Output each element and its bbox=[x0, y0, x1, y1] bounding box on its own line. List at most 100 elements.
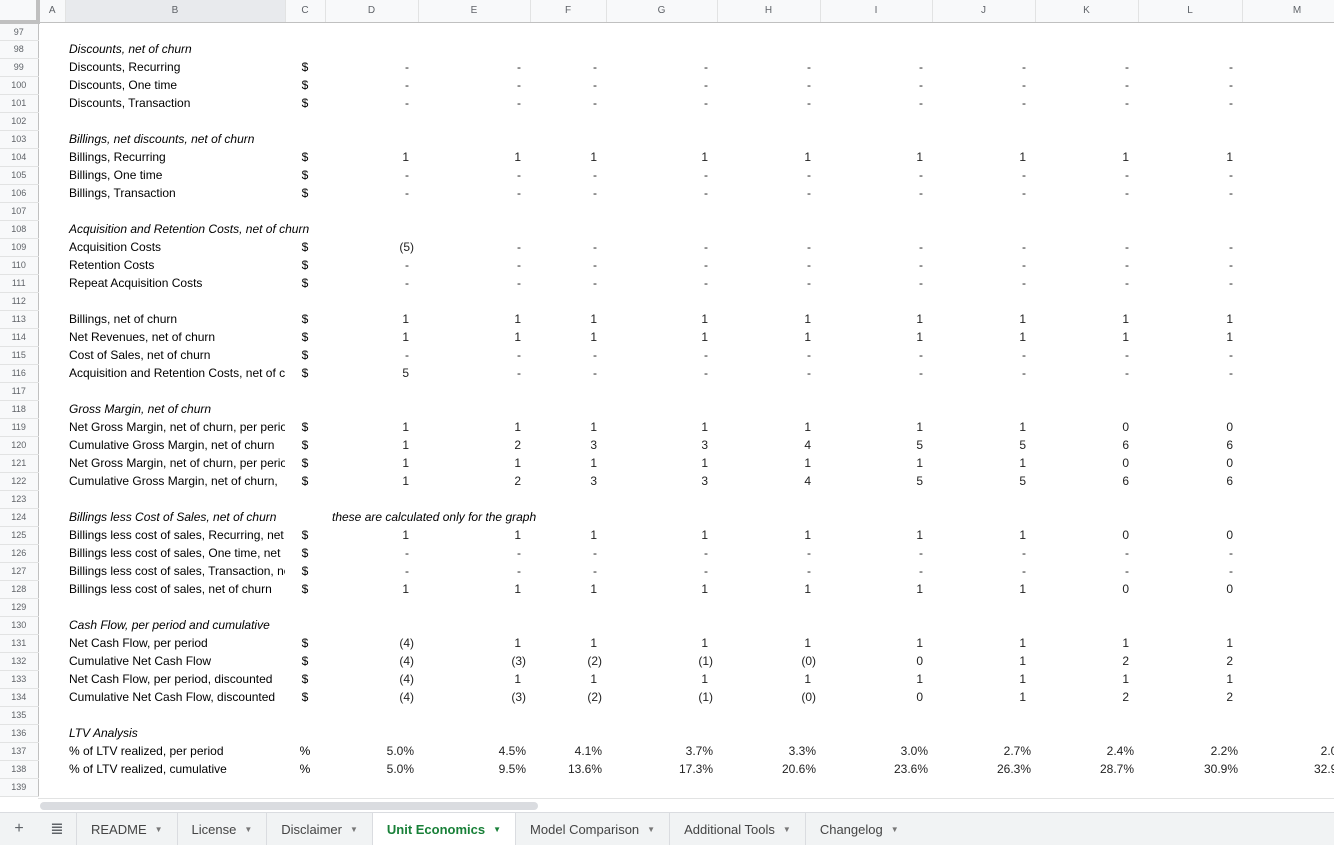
cell-a[interactable] bbox=[38, 418, 65, 436]
value-cell[interactable]: - bbox=[593, 240, 597, 254]
section-heading[interactable]: Cash Flow, per period and cumulative bbox=[69, 618, 270, 632]
value-cell[interactable] bbox=[325, 724, 418, 742]
cell-a[interactable] bbox=[38, 382, 65, 400]
value-cell[interactable]: 1 bbox=[916, 582, 923, 596]
value-cell[interactable]: 1 bbox=[1122, 330, 1129, 344]
select-all-corner[interactable] bbox=[0, 0, 40, 24]
value-cell[interactable]: 0 bbox=[1242, 418, 1334, 436]
value-cell[interactable]: 1 bbox=[916, 528, 923, 542]
cell-a[interactable] bbox=[38, 184, 65, 202]
value-cell[interactable]: - bbox=[517, 366, 521, 380]
row-label[interactable]: Net Revenues, net of churn bbox=[69, 330, 216, 344]
value-cell[interactable] bbox=[325, 706, 418, 724]
section-heading[interactable]: Billings, net discounts, net of churn bbox=[69, 132, 255, 146]
row-number[interactable]: 123 bbox=[0, 490, 39, 509]
unit-cell[interactable]: $ bbox=[301, 312, 309, 326]
value-cell[interactable]: (4) bbox=[399, 654, 414, 668]
value-cell[interactable]: (4) bbox=[399, 672, 414, 686]
column-header-b[interactable]: B bbox=[65, 0, 286, 23]
row-label[interactable]: Cumulative Net Cash Flow, discounted bbox=[69, 690, 276, 704]
value-cell[interactable]: - bbox=[704, 258, 708, 272]
value-cell[interactable]: - bbox=[1229, 366, 1233, 380]
value-cell[interactable] bbox=[1138, 508, 1242, 526]
value-cell[interactable] bbox=[1242, 166, 1334, 184]
row-label[interactable]: Acquisition and Retention Costs, net of … bbox=[69, 366, 285, 380]
value-cell[interactable] bbox=[606, 130, 717, 148]
row-label[interactable]: Cumulative Net Cash Flow bbox=[69, 654, 212, 668]
value-cell[interactable]: 1 bbox=[701, 528, 708, 542]
chevron-down-icon[interactable]: ▼ bbox=[154, 824, 163, 834]
value-cell[interactable]: 6 bbox=[1122, 474, 1129, 488]
value-cell[interactable] bbox=[1242, 40, 1334, 58]
value-cell[interactable] bbox=[1138, 490, 1242, 508]
value-cell[interactable]: - bbox=[593, 186, 597, 200]
row-number[interactable]: 107 bbox=[0, 202, 39, 221]
value-cell[interactable] bbox=[932, 130, 1035, 148]
value-cell[interactable] bbox=[325, 40, 418, 58]
value-cell[interactable]: 0 bbox=[1242, 526, 1334, 544]
value-cell[interactable]: 1 bbox=[1226, 150, 1233, 164]
row-label[interactable]: Billings less cost of sales, One time, n… bbox=[69, 546, 281, 560]
cell-a[interactable] bbox=[38, 742, 65, 760]
value-cell[interactable]: 2.7% bbox=[1003, 744, 1031, 758]
value-cell[interactable]: - bbox=[807, 258, 811, 272]
value-cell[interactable] bbox=[530, 202, 606, 220]
section-heading[interactable]: Discounts, net of churn bbox=[69, 42, 192, 56]
value-cell[interactable]: 6 bbox=[1226, 438, 1233, 452]
value-cell[interactable] bbox=[418, 40, 530, 58]
unit-cell[interactable] bbox=[285, 508, 325, 526]
cell-a[interactable] bbox=[38, 400, 65, 418]
value-cell[interactable]: - bbox=[1125, 96, 1129, 110]
value-cell[interactable]: - bbox=[1229, 546, 1233, 560]
value-cell[interactable] bbox=[820, 706, 932, 724]
value-cell[interactable] bbox=[932, 598, 1035, 616]
value-cell[interactable]: 2 bbox=[1122, 654, 1129, 668]
value-cell[interactable]: - bbox=[405, 96, 409, 110]
value-cell[interactable]: - bbox=[1229, 78, 1233, 92]
value-cell[interactable] bbox=[606, 40, 717, 58]
value-cell[interactable] bbox=[1138, 202, 1242, 220]
unit-cell[interactable] bbox=[285, 382, 325, 400]
row-label[interactable]: Net Cash Flow, per period bbox=[69, 636, 208, 650]
value-cell[interactable]: 5 bbox=[1019, 438, 1026, 452]
value-cell[interactable] bbox=[1242, 184, 1334, 202]
value-cell[interactable] bbox=[1138, 130, 1242, 148]
row-number[interactable]: 98 bbox=[0, 40, 39, 59]
value-cell[interactable]: 1 bbox=[590, 312, 597, 326]
cell-a[interactable] bbox=[38, 634, 65, 652]
value-cell[interactable] bbox=[1242, 292, 1334, 310]
value-cell[interactable] bbox=[820, 292, 932, 310]
value-cell[interactable] bbox=[606, 292, 717, 310]
value-cell[interactable] bbox=[820, 508, 932, 526]
value-cell[interactable]: 28.7% bbox=[1099, 762, 1134, 776]
value-cell[interactable] bbox=[1242, 778, 1334, 796]
row-label[interactable] bbox=[65, 112, 285, 130]
value-cell[interactable] bbox=[606, 508, 717, 526]
value-cell[interactable]: (1) bbox=[698, 690, 713, 704]
value-cell[interactable]: 1 bbox=[701, 672, 708, 686]
value-cell[interactable] bbox=[1242, 562, 1334, 580]
value-cell[interactable]: 1 bbox=[1226, 636, 1233, 650]
unit-cell[interactable]: $ bbox=[301, 582, 309, 596]
value-cell[interactable]: 1 bbox=[1122, 312, 1129, 326]
value-cell[interactable]: 17.3% bbox=[678, 762, 713, 776]
row-number[interactable]: 135 bbox=[0, 706, 39, 725]
unit-cell[interactable] bbox=[285, 724, 325, 742]
value-cell[interactable] bbox=[530, 292, 606, 310]
unit-cell[interactable] bbox=[285, 706, 325, 724]
row-number[interactable]: 138 bbox=[0, 760, 39, 779]
value-cell[interactable] bbox=[1035, 220, 1138, 238]
value-cell[interactable]: 1 bbox=[701, 582, 708, 596]
tab-additional-tools[interactable]: Additional Tools ▼ bbox=[669, 813, 805, 845]
cell-a[interactable] bbox=[38, 688, 65, 706]
value-cell[interactable] bbox=[932, 202, 1035, 220]
value-cell[interactable]: 32.9% bbox=[1313, 762, 1334, 776]
value-cell[interactable] bbox=[1035, 382, 1138, 400]
value-cell[interactable]: 1 bbox=[1122, 150, 1129, 164]
value-cell[interactable] bbox=[325, 112, 418, 130]
value-cell[interactable] bbox=[1242, 130, 1334, 148]
chevron-down-icon[interactable]: ▼ bbox=[349, 824, 358, 834]
value-cell[interactable]: - bbox=[1022, 546, 1026, 560]
value-cell[interactable]: - bbox=[704, 186, 708, 200]
row-label[interactable]: Cumulative Gross Margin, net of churn, bbox=[69, 474, 278, 488]
